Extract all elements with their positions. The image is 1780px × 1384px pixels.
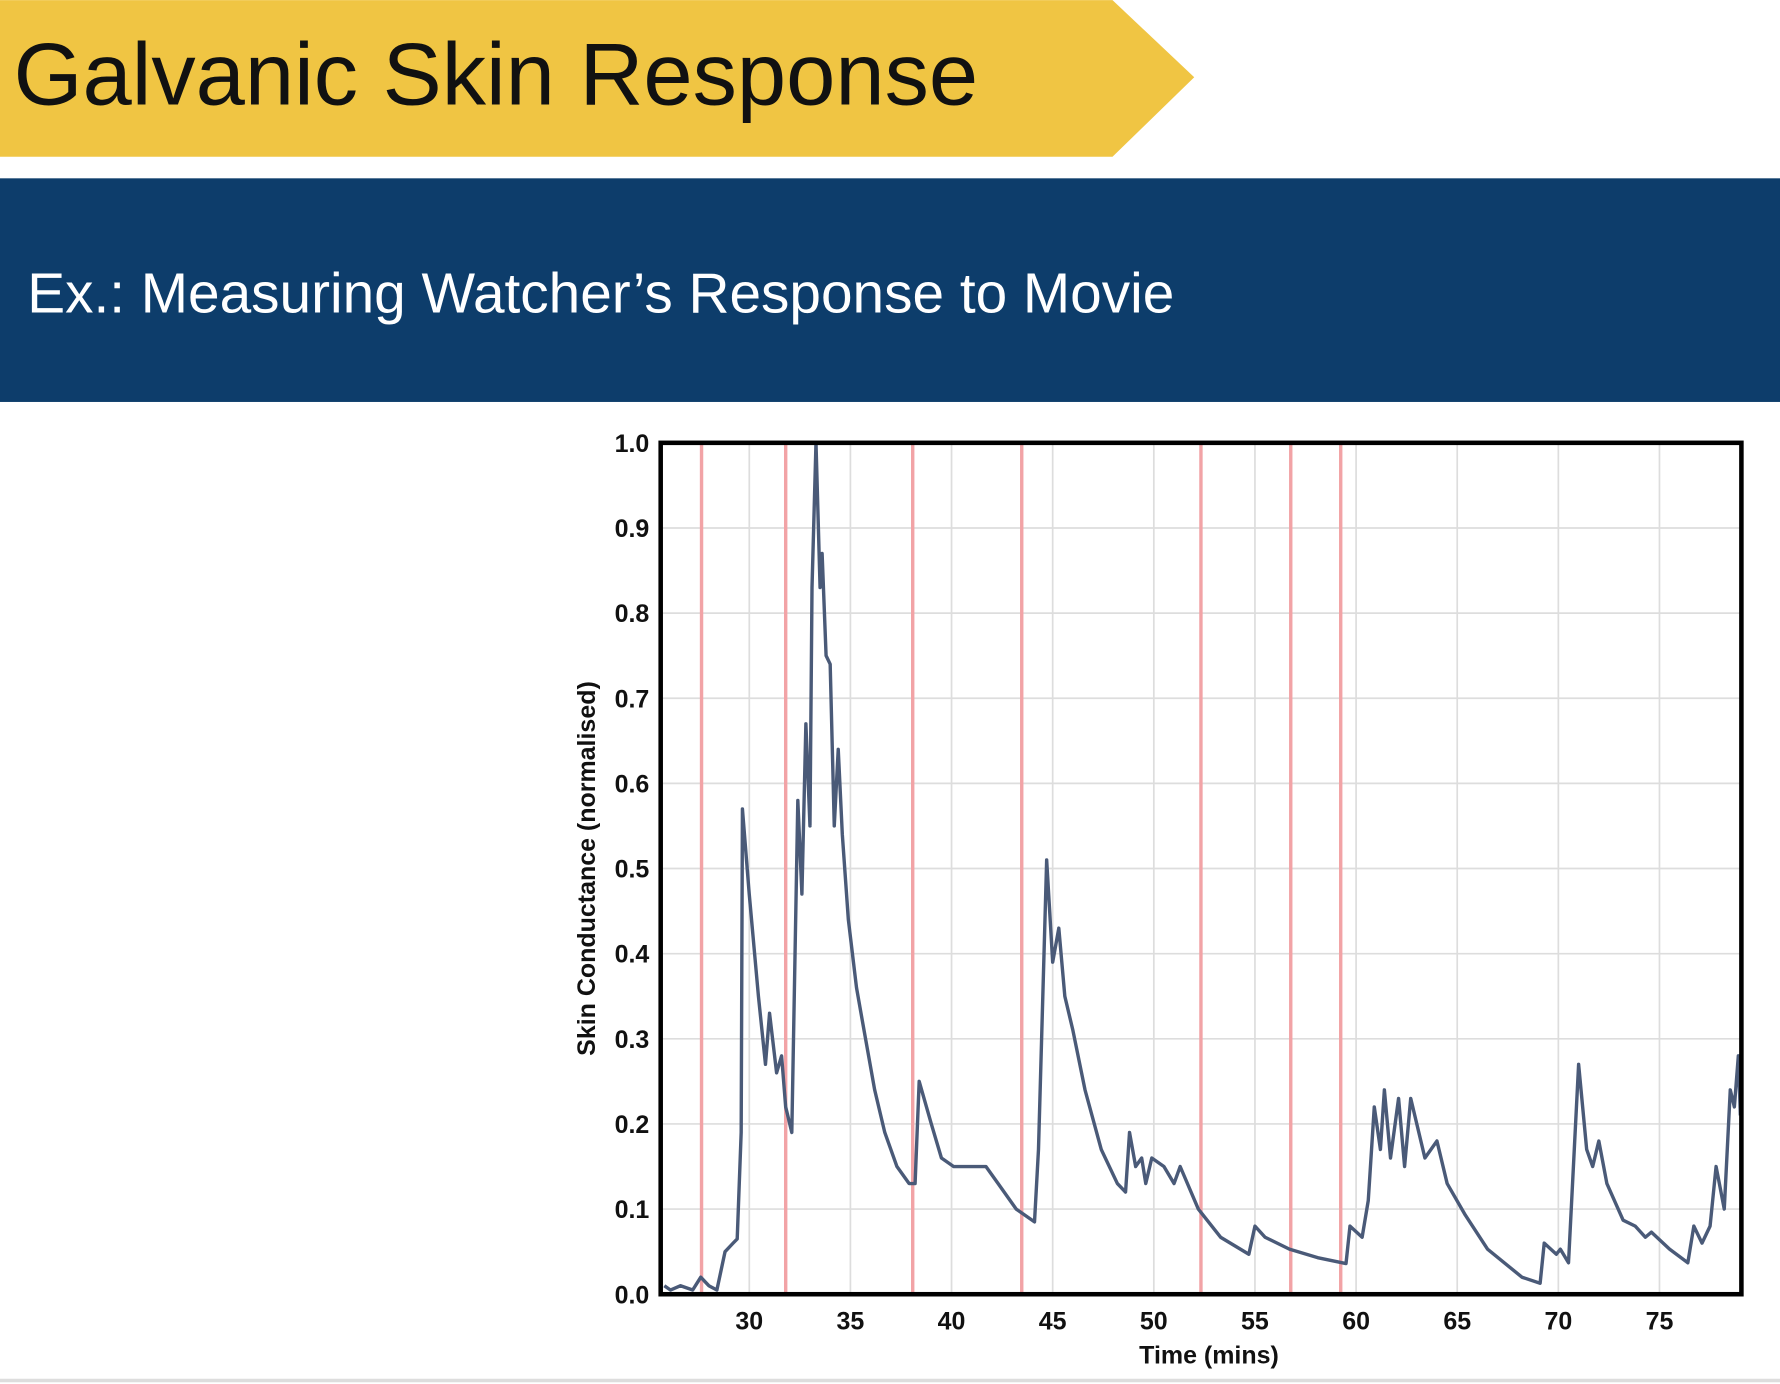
y-axis-label: Skin Conductance (normalised) [573, 681, 601, 1056]
y-tick-label: 0.7 [615, 685, 650, 713]
y-tick-label: 0.3 [615, 1026, 650, 1054]
data-line [663, 441, 1743, 1292]
x-tick-label: 70 [1544, 1307, 1572, 1335]
x-tick-label: 30 [735, 1307, 763, 1335]
y-tick-label: 0.0 [615, 1281, 650, 1309]
x-tick-label: 60 [1342, 1307, 1370, 1335]
x-axis-label: Time (mins) [1139, 1341, 1279, 1369]
slide-subtitle: Ex.: Measuring Watcher’s Response to Mov… [27, 262, 1174, 325]
x-tick-label: 40 [938, 1307, 966, 1335]
y-tick-label: 1.0 [615, 430, 650, 458]
title-banner [0, 0, 1195, 157]
y-tick-label: 0.9 [615, 515, 650, 543]
y-tick-label: 0.2 [615, 1111, 650, 1139]
x-tick-label: 55 [1241, 1307, 1269, 1335]
x-tick-label: 75 [1646, 1307, 1674, 1335]
x-tick-label: 50 [1140, 1307, 1168, 1335]
plot-frame [658, 440, 1744, 1297]
y-tick-label: 0.8 [615, 600, 650, 628]
y-tick-label: 0.5 [615, 856, 650, 884]
subtitle-band [0, 178, 1780, 402]
slide-title: Galvanic Skin Response [14, 25, 979, 124]
y-tick-label: 0.4 [615, 941, 650, 969]
x-tick-label: 45 [1039, 1307, 1067, 1335]
x-tick-label: 65 [1443, 1307, 1471, 1335]
y-tick-label: 0.1 [615, 1196, 650, 1224]
plot: 0.0 0.1 0.2 0.3 0.4 0.5 0.6 0.7 0.8 0.9 1.0 30 35 40 4… [615, 430, 1744, 1335]
x-tick-label: 35 [837, 1307, 865, 1335]
y-tick-label: 0.6 [615, 770, 650, 798]
